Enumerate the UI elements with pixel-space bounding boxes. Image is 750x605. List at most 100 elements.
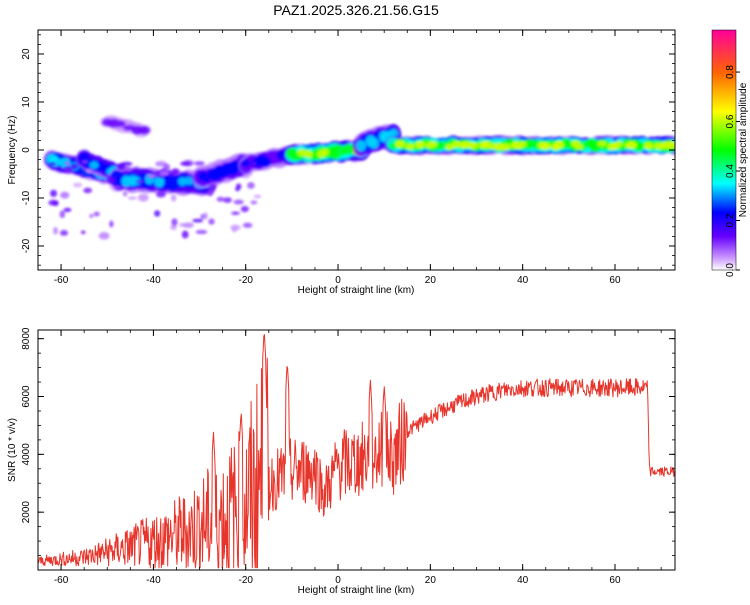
x-tick-label: 40 [517, 575, 529, 586]
heatmap-cell [59, 229, 69, 236]
heatmap-cell [303, 150, 314, 159]
x-tick-label: -40 [146, 575, 161, 586]
heatmap-feature [384, 134, 675, 156]
y-tick-label: 10 [21, 96, 32, 108]
heatmap-cell [171, 194, 177, 202]
heatmap-cell [231, 211, 240, 215]
heatmap-cell [63, 207, 72, 213]
spectrogram-x-label: Height of straight line (km) [298, 285, 415, 296]
y-tick-label: 20 [21, 48, 32, 60]
heatmap-cell [85, 168, 92, 174]
heatmap-cell [203, 212, 208, 220]
heatmap-cell [171, 218, 178, 226]
heatmap-cell [428, 141, 438, 148]
heatmap-cell [59, 210, 66, 219]
snr-x-ticks: -60 -40 -20 0 20 40 60 [37, 330, 662, 586]
heatmap-cell [184, 176, 194, 186]
heatmap-cell [70, 163, 79, 170]
colorbar-label: Normalized spectral amplitude [738, 82, 749, 217]
heatmap-cell [235, 183, 242, 190]
x-tick-label: 20 [425, 575, 437, 586]
heatmap-cell [192, 218, 204, 223]
y-tick-label: -20 [21, 238, 32, 253]
x-tick-label: 60 [609, 575, 621, 586]
snr-series-line [38, 334, 675, 569]
x-tick-label: 20 [425, 275, 437, 286]
heatmap-cell [122, 190, 128, 197]
snr-y-label: SNR (10 * v/v) [7, 418, 18, 482]
heatmap-cell [242, 222, 253, 228]
x-tick-label: 0 [335, 275, 341, 286]
snr-frame [37, 329, 676, 571]
colorbar-tick-label: 0.8 [725, 65, 736, 79]
y-tick-label: -10 [21, 190, 32, 205]
heatmap-cell [180, 161, 192, 166]
heatmap-cell [138, 125, 151, 135]
heatmap-cell [251, 161, 257, 166]
heatmap-cell [72, 182, 83, 188]
heatmap-speckles [48, 159, 262, 240]
heatmap-cell [179, 223, 187, 227]
x-tick-label: 40 [517, 275, 529, 286]
spectrogram-panel: -60 -40 -20 0 20 40 60 -20 -10 0 10 20 Height of s… [7, 29, 676, 296]
heatmap-cell [156, 190, 166, 198]
heatmap-cell [241, 159, 251, 168]
heatmap-cell [106, 176, 117, 184]
heatmap-cell [80, 230, 86, 235]
heatmap-cell [250, 200, 258, 205]
heatmap-cell [208, 218, 215, 225]
y-tick-label: 8000 [21, 327, 32, 350]
colorbar-tick-label: 0.0 [725, 263, 736, 277]
heatmap-cell [137, 193, 149, 202]
heatmap-cell [518, 140, 527, 148]
heatmap-cell [574, 143, 584, 150]
x-tick-label: -40 [146, 275, 161, 286]
heatmap-cell [356, 140, 367, 152]
heatmap-cell [597, 140, 607, 147]
heatmap-cell [395, 140, 406, 148]
x-tick-label: -60 [54, 575, 69, 586]
colorbar: 0.0 0.2 0.4 0.6 0.8 Normalized spectral ampl… [711, 29, 749, 277]
heatmap-cell [145, 174, 157, 179]
heatmap-cell [195, 229, 208, 235]
x-tick-label: 0 [335, 575, 341, 586]
heatmap-cell [177, 177, 187, 186]
heatmap-cell [501, 143, 511, 151]
heatmap-cell [60, 191, 70, 199]
heatmap-cell [170, 224, 177, 231]
heatmap-cell [163, 163, 170, 170]
x-tick-label: 60 [609, 275, 621, 286]
x-tick-label: -60 [54, 275, 69, 286]
heatmap-cell [114, 185, 121, 189]
heatmap-cell [127, 196, 137, 200]
heatmap-cell [120, 161, 133, 166]
heatmap-cell [64, 160, 71, 167]
heatmap-cell [643, 142, 654, 150]
heatmap-cells [43, 114, 675, 240]
heatmap-cell [468, 141, 478, 150]
colorbar-gradient [711, 29, 737, 271]
colorbar-tick-label: 0.6 [725, 114, 736, 128]
x-tick-label: -20 [238, 575, 253, 586]
heatmap-cell [154, 210, 161, 217]
heatmap-cell [144, 170, 149, 174]
heatmap-cell [181, 230, 189, 239]
spectrogram-y-label: Frequency (Hz) [7, 116, 18, 185]
heatmap-cell [207, 188, 214, 197]
heatmap-cell [369, 137, 380, 149]
snr-y-ticks: 2000 4000 6000 8000 [21, 327, 675, 571]
heatmap-cell [83, 187, 93, 194]
heatmap-cell [614, 140, 624, 147]
heatmap-cell [259, 156, 272, 168]
snr-panel: -60 -40 -20 0 20 40 60 2000 4000 6000 8000 Height… [7, 327, 676, 596]
heatmap-cell [98, 231, 110, 240]
heatmap-feature [99, 114, 152, 138]
x-tick-label: -20 [238, 275, 253, 286]
heatmap-cell [240, 205, 249, 213]
y-tick-label: 0 [21, 147, 32, 153]
colorbar-tick-label: 0.4 [725, 164, 736, 178]
heatmap-cell [48, 199, 58, 206]
heatmap-cell [136, 179, 145, 184]
heatmap-cell [89, 213, 94, 218]
